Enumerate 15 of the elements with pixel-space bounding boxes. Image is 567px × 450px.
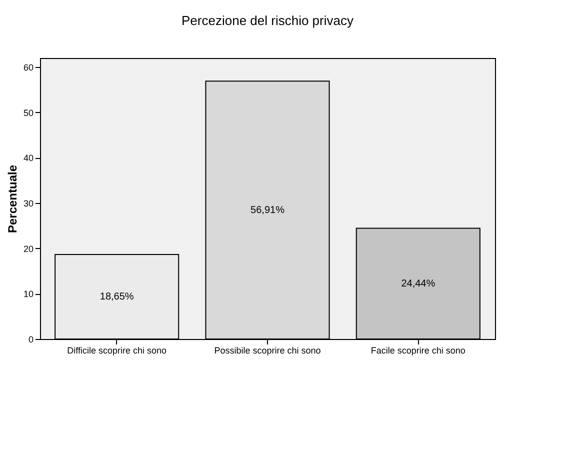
data-label: 18,65% bbox=[100, 292, 134, 303]
x-tick-label: Possibile scoprire chi sono bbox=[214, 346, 321, 356]
x-tick-label: Facile scoprire chi sono bbox=[370, 346, 466, 356]
data-label: 24,44% bbox=[401, 278, 436, 290]
chart-title: Percezione del rischio privacy bbox=[182, 13, 354, 28]
y-tick-label: 20 bbox=[23, 244, 34, 254]
y-axis-title: Percentuale bbox=[5, 164, 20, 234]
x-tick-label: Difficile scoprire chi sono bbox=[67, 346, 167, 356]
y-tick-label: 10 bbox=[23, 289, 34, 300]
y-tick-label: 40 bbox=[23, 153, 34, 164]
y-tick-label: 50 bbox=[23, 108, 34, 118]
data-label: 56,91% bbox=[250, 205, 285, 216]
y-tick-label: 0 bbox=[28, 334, 34, 344]
y-tick-label: 30 bbox=[23, 198, 34, 209]
y-tick-label: 60 bbox=[23, 62, 34, 73]
